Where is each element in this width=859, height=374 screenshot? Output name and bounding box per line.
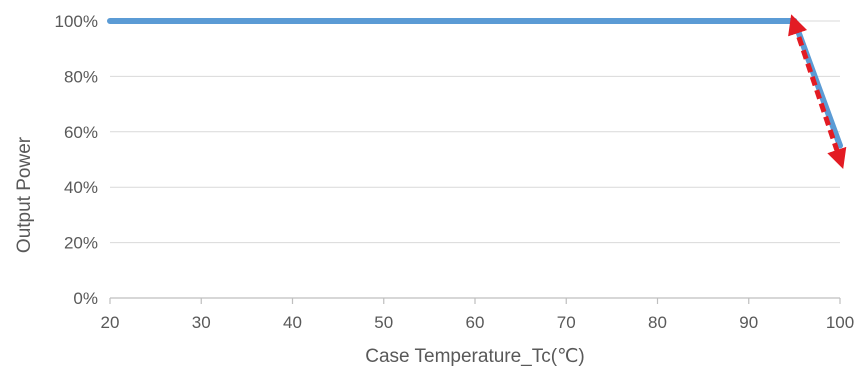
x-tick-label: 100: [826, 313, 854, 332]
y-tick-label: 60%: [64, 123, 98, 142]
series-line-0: [110, 21, 840, 146]
y-axis-title: Output Power: [14, 136, 35, 253]
annotations: [794, 24, 840, 160]
y-tick-label: 80%: [64, 67, 98, 86]
x-tick-label: 30: [192, 313, 211, 332]
x-tick-label: 90: [739, 313, 758, 332]
x-tick-label: 20: [101, 313, 120, 332]
derating-arrow: [794, 24, 840, 160]
y-tick-label: 40%: [64, 178, 98, 197]
x-tick-label: 50: [374, 313, 393, 332]
x-tick-label: 70: [557, 313, 576, 332]
x-tick-label: 40: [283, 313, 302, 332]
series-lines: [110, 21, 840, 146]
axes: [110, 298, 840, 304]
y-tick-label: 0%: [73, 289, 98, 308]
y-tick-label: 100%: [55, 12, 98, 31]
x-tick-label: 60: [466, 313, 485, 332]
tick-labels: 0% 20% 40% 60% 80% 100% 20 30 40 50 60 70 80 90 100: [55, 12, 855, 332]
gridlines: [110, 21, 840, 243]
x-axis-title: Case Temperature_Tc(℃): [365, 346, 585, 367]
x-tick-label: 80: [648, 313, 667, 332]
y-tick-label: 20%: [64, 234, 98, 253]
